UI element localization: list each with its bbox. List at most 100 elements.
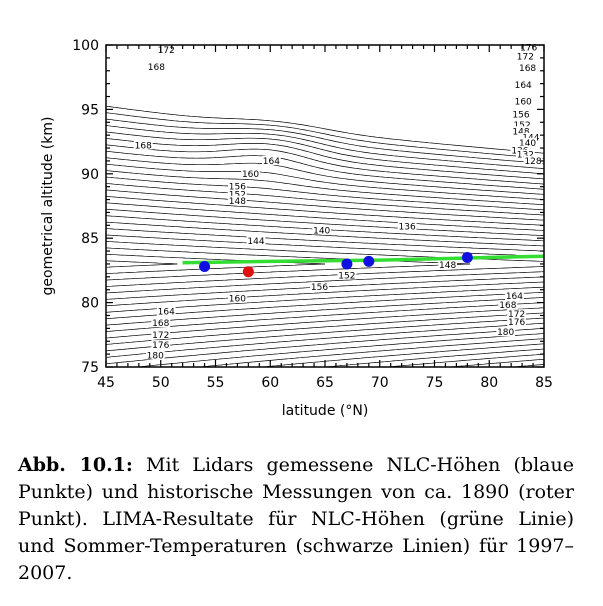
contour-label: 168 <box>519 64 536 74</box>
contour-label: 176 <box>152 341 169 351</box>
contour-line <box>106 260 178 265</box>
contour-label-bg <box>507 309 527 319</box>
contour-label-bg <box>513 96 533 106</box>
contour-label: 180 <box>147 351 164 361</box>
contour-line <box>106 105 544 154</box>
contour-label: 132 <box>517 150 534 160</box>
contour-label: 152 <box>338 272 355 282</box>
contour-label-bg <box>312 225 332 235</box>
x-tick-label: 70 <box>371 375 389 391</box>
contour-label-bg <box>496 327 516 337</box>
contour-label-bg <box>397 221 417 231</box>
contour-line <box>106 263 326 274</box>
axis-ticks: 45 50 55 60 65 70 75 80 85 75 80 85 90 95 100 <box>72 38 553 391</box>
contour-label: 148 <box>512 127 529 137</box>
x-tick-label: 75 <box>426 375 444 391</box>
contour-label: 172 <box>517 53 534 63</box>
contour-label: 148 <box>439 261 456 271</box>
contour-line <box>106 297 544 326</box>
contour-label: 164 <box>515 81 532 91</box>
contour-label: 168 <box>152 319 169 329</box>
contour-label: 168 <box>148 63 165 73</box>
contour-label: 176 <box>508 318 525 328</box>
contour-line <box>446 358 544 367</box>
contour-label-bg <box>512 119 532 129</box>
contour-label-bg <box>310 282 329 292</box>
contour-label-bg <box>438 260 458 270</box>
contour-label-bg <box>151 318 171 328</box>
figure-caption: Abb. 10.1: Mit Lidars gemessene NLC-Höhe… <box>18 452 574 587</box>
contour-line <box>106 221 544 247</box>
contour-labels: 1721681761721681641601561521481441401361… <box>133 42 543 361</box>
contour-label-bg <box>519 42 539 52</box>
contour-line <box>106 271 544 294</box>
contour-label-bg <box>156 306 176 316</box>
contour-line <box>258 343 544 367</box>
contour-label-bg <box>228 195 247 205</box>
contour-label-bg <box>515 51 535 61</box>
nlc-measurement-point <box>363 255 375 267</box>
contour-line <box>106 183 544 216</box>
x-tick-label: 65 <box>316 375 334 391</box>
contour-label: 176 <box>520 44 537 54</box>
contour-line <box>544 369 550 370</box>
y-tick-label: 90 <box>81 167 99 183</box>
contour-label: 140 <box>313 226 330 236</box>
x-tick-label: 50 <box>152 375 170 391</box>
contour-label-bg <box>505 291 524 301</box>
contour-line <box>106 202 544 231</box>
data-series <box>182 252 544 278</box>
contour-line <box>106 263 471 281</box>
nlc-measurement-point <box>341 258 353 270</box>
contour-label: 152 <box>229 190 246 200</box>
contour-label-bg <box>518 63 537 73</box>
contour-label: 172 <box>152 331 169 341</box>
contour-line <box>106 157 544 195</box>
contour-label-bg <box>146 61 166 71</box>
contour-label: 144 <box>247 237 264 247</box>
contour-label-bg <box>518 137 537 147</box>
contour-label-bg <box>246 235 266 245</box>
contour-label-bg <box>507 316 527 326</box>
contour-line <box>106 150 544 190</box>
contour-line <box>106 195 544 226</box>
contour-label-bg <box>511 109 531 119</box>
x-tick-label: 60 <box>261 375 279 391</box>
y-tick-label: 75 <box>81 360 99 376</box>
y-tick-label: 95 <box>81 102 99 118</box>
contour-line <box>106 189 544 221</box>
contour-label: 168 <box>499 301 516 311</box>
contour-label-bg <box>151 329 171 339</box>
contour-label-bg <box>513 79 533 89</box>
contour-line <box>106 163 544 200</box>
contour-label: 136 <box>399 223 416 233</box>
contour-label: 168 <box>135 141 152 151</box>
nlc-measurement-point <box>199 261 211 273</box>
contour-label: 160 <box>242 170 259 180</box>
contour-label-bg <box>133 140 153 150</box>
contour-line <box>195 338 544 367</box>
contour-line <box>106 170 544 206</box>
contour-line <box>106 307 544 339</box>
contour-line <box>321 348 544 367</box>
contour-line <box>106 228 544 252</box>
contour-line <box>106 234 544 257</box>
contour-chart: 1721681761721681641601561521481441401361… <box>40 38 553 419</box>
x-tick-label: 55 <box>207 375 225 391</box>
contour-label-bg <box>523 155 543 165</box>
contour-line <box>106 266 544 287</box>
y-tick-label: 80 <box>81 296 99 312</box>
contour-label: 140 <box>519 139 536 149</box>
nlc-measurement-point <box>461 252 473 264</box>
contour-label: 156 <box>311 283 328 293</box>
contour-line <box>106 176 544 211</box>
contour-line <box>106 125 544 169</box>
contour-label: 164 <box>158 308 175 318</box>
contour-label-bg <box>228 189 247 199</box>
contour-label: 156 <box>512 111 529 121</box>
contour-label: 172 <box>508 310 525 320</box>
contour-line <box>106 312 544 345</box>
contour-label: 172 <box>158 46 175 56</box>
contour-label-bg <box>145 350 165 360</box>
x-axis-label: latitude (°N) <box>282 403 369 419</box>
